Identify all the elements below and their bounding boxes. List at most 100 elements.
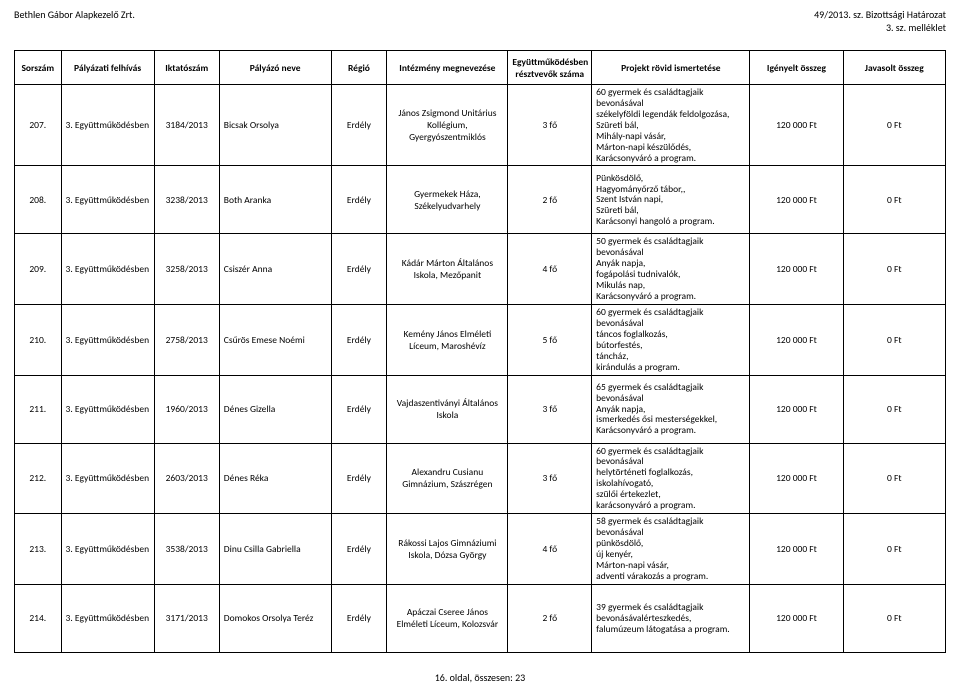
- col-igenyelt: Igényelt összeg: [750, 51, 843, 85]
- cell-felhivas: 3. Együttműködésben: [61, 584, 154, 652]
- table-row: 211.3. Együttműködésben1960/2013Dénes Gi…: [15, 375, 946, 443]
- cell-sorszam: 209.: [15, 234, 62, 305]
- cell-sorszam: 213.: [15, 514, 62, 585]
- cell-iktatoszam: 3538/2013: [154, 514, 219, 585]
- cell-javasolt: 0 Ft: [843, 443, 945, 514]
- cell-projekt: 60 gyermek és családtagjaik bevonásávalh…: [592, 443, 750, 514]
- cell-javasolt: 0 Ft: [843, 375, 945, 443]
- cell-javasolt: 0 Ft: [843, 166, 945, 234]
- col-iktatoszam: Iktatószám: [154, 51, 219, 85]
- cell-regio: Erdély: [331, 166, 387, 234]
- cell-resztvevok: 3 fő: [508, 375, 592, 443]
- cell-resztvevok: 4 fő: [508, 234, 592, 305]
- table-row: 213.3. Együttműködésben3538/2013Dinu Csi…: [15, 514, 946, 585]
- cell-projekt: 60 gyermek és családtagjaik bevonásávals…: [592, 85, 750, 166]
- cell-sorszam: 211.: [15, 375, 62, 443]
- table-row: 209.3. Együttműködésben3258/2013Csiszér …: [15, 234, 946, 305]
- col-javasolt: Javasolt összeg: [843, 51, 945, 85]
- doc-ref-block: 49/2013. sz. Bizottsági Határozat 3. sz.…: [814, 8, 946, 34]
- cell-iktatoszam: 1960/2013: [154, 375, 219, 443]
- cell-igenyelt: 120 000 Ft: [750, 375, 843, 443]
- page-footer: 16. oldal, összesen: 23: [14, 671, 946, 684]
- cell-iktatoszam: 2758/2013: [154, 304, 219, 375]
- col-resztvevok: Együttműködésben résztvevők száma: [508, 51, 592, 85]
- cell-regio: Erdély: [331, 85, 387, 166]
- cell-sorszam: 210.: [15, 304, 62, 375]
- cell-felhivas: 3. Együttműködésben: [61, 85, 154, 166]
- cell-resztvevok: 3 fő: [508, 85, 592, 166]
- cell-felhivas: 3. Együttműködésben: [61, 166, 154, 234]
- cell-sorszam: 208.: [15, 166, 62, 234]
- cell-igenyelt: 120 000 Ft: [750, 584, 843, 652]
- cell-felhivas: 3. Együttműködésben: [61, 304, 154, 375]
- cell-intezmeny: Rákossi Lajos Gimnáziumi Iskola, Dózsa G…: [387, 514, 508, 585]
- table-row: 212.3. Együttműködésben2603/2013Dénes Ré…: [15, 443, 946, 514]
- cell-iktatoszam: 3258/2013: [154, 234, 219, 305]
- cell-igenyelt: 120 000 Ft: [750, 443, 843, 514]
- cell-palyazo: Bicsak Orsolya: [219, 85, 331, 166]
- cell-resztvevok: 4 fő: [508, 514, 592, 585]
- cell-regio: Erdély: [331, 584, 387, 652]
- cell-resztvevok: 2 fő: [508, 166, 592, 234]
- table-row: 207.3. Együttműködésben3184/2013Bicsak O…: [15, 85, 946, 166]
- cell-palyazo: Csűrös Emese Noémi: [219, 304, 331, 375]
- cell-intezmeny: Kádár Márton Általános Iskola, Mezőpanit: [387, 234, 508, 305]
- cell-igenyelt: 120 000 Ft: [750, 514, 843, 585]
- cell-projekt: 58 gyermek és családtagjaik bevonásávalp…: [592, 514, 750, 585]
- col-sorszam: Sorszám: [15, 51, 62, 85]
- cell-igenyelt: 120 000 Ft: [750, 304, 843, 375]
- doc-ref-2: 3. sz. melléklet: [814, 21, 946, 34]
- cell-sorszam: 214.: [15, 584, 62, 652]
- cell-regio: Erdély: [331, 304, 387, 375]
- cell-regio: Erdély: [331, 234, 387, 305]
- cell-resztvevok: 3 fő: [508, 443, 592, 514]
- table-row: 214.3. Együttműködésben3171/2013Domokos …: [15, 584, 946, 652]
- cell-regio: Erdély: [331, 443, 387, 514]
- col-intezmeny: Intézmény megnevezése: [387, 51, 508, 85]
- cell-sorszam: 207.: [15, 85, 62, 166]
- cell-igenyelt: 120 000 Ft: [750, 166, 843, 234]
- cell-palyazo: Dinu Csilla Gabriella: [219, 514, 331, 585]
- cell-projekt: 60 gyermek és családtagjaik bevonásávalt…: [592, 304, 750, 375]
- doc-ref-1: 49/2013. sz. Bizottsági Határozat: [814, 8, 946, 21]
- cell-intezmeny: Vajdaszentiványi Általános Iskola: [387, 375, 508, 443]
- table-row: 208.3. Együttműködésben3238/2013Both Ara…: [15, 166, 946, 234]
- cell-resztvevok: 2 fő: [508, 584, 592, 652]
- cell-iktatoszam: 3184/2013: [154, 85, 219, 166]
- cell-igenyelt: 120 000 Ft: [750, 85, 843, 166]
- cell-javasolt: 0 Ft: [843, 584, 945, 652]
- cell-intezmeny: Kemény János Elméleti Líceum, Maroshévíz: [387, 304, 508, 375]
- table-header-row: Sorszám Pályázati felhívás Iktatószám Pá…: [15, 51, 946, 85]
- cell-felhivas: 3. Együttműködésben: [61, 234, 154, 305]
- col-regio: Régió: [331, 51, 387, 85]
- data-table: Sorszám Pályázati felhívás Iktatószám Pá…: [14, 50, 946, 653]
- col-felhivas: Pályázati felhívás: [61, 51, 154, 85]
- page-header: Bethlen Gábor Alapkezelő Zrt. 49/2013. s…: [14, 8, 946, 34]
- table-row: 210.3. Együttműködésben2758/2013Csűrös E…: [15, 304, 946, 375]
- cell-intezmeny: Gyermekek Háza, Székelyudvarhely: [387, 166, 508, 234]
- cell-iktatoszam: 2603/2013: [154, 443, 219, 514]
- cell-javasolt: 0 Ft: [843, 85, 945, 166]
- col-palyazo: Pályázó neve: [219, 51, 331, 85]
- cell-iktatoszam: 3238/2013: [154, 166, 219, 234]
- company-name: Bethlen Gábor Alapkezelő Zrt.: [14, 8, 135, 34]
- cell-projekt: 65 gyermek és családtagjaik bevonásávalA…: [592, 375, 750, 443]
- cell-iktatoszam: 3171/2013: [154, 584, 219, 652]
- cell-palyazo: Csiszér Anna: [219, 234, 331, 305]
- cell-felhivas: 3. Együttműködésben: [61, 443, 154, 514]
- cell-projekt: 39 gyermek és családtagjaik bevonásávalé…: [592, 584, 750, 652]
- cell-felhivas: 3. Együttműködésben: [61, 375, 154, 443]
- cell-palyazo: Domokos Orsolya Teréz: [219, 584, 331, 652]
- cell-regio: Erdély: [331, 514, 387, 585]
- cell-intezmeny: Alexandru Cusianu Gimnázium, Szászrégen: [387, 443, 508, 514]
- cell-javasolt: 0 Ft: [843, 304, 945, 375]
- col-projekt: Projekt rövid ismertetése: [592, 51, 750, 85]
- cell-igenyelt: 120 000 Ft: [750, 234, 843, 305]
- cell-projekt: 50 gyermek és családtagjaik bevonásávalA…: [592, 234, 750, 305]
- cell-felhivas: 3. Együttműködésben: [61, 514, 154, 585]
- cell-resztvevok: 5 fő: [508, 304, 592, 375]
- cell-javasolt: 0 Ft: [843, 234, 945, 305]
- cell-projekt: Pünkösdölő,Hagyományőrző tábor,,Szent Is…: [592, 166, 750, 234]
- cell-palyazo: Both Aranka: [219, 166, 331, 234]
- cell-palyazo: Dénes Gizella: [219, 375, 331, 443]
